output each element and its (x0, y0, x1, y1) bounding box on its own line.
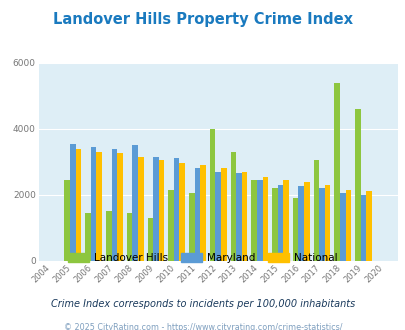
Bar (168, 190, 173, 261)
Bar (117, 153, 122, 261)
Bar (70, 144, 75, 261)
Bar (96, 152, 102, 261)
Text: Crime Index corresponds to incidents per 100,000 inhabitants: Crime Index corresponds to incidents per… (51, 299, 354, 309)
Bar (292, 198, 298, 261)
Bar (241, 172, 247, 261)
Bar (365, 191, 371, 261)
Bar (271, 188, 277, 261)
Bar (324, 185, 330, 261)
Bar (334, 82, 339, 261)
Bar (194, 168, 200, 261)
Bar (200, 165, 205, 261)
Bar (345, 190, 350, 261)
Bar (313, 160, 318, 261)
Bar (91, 147, 96, 261)
Bar (230, 152, 236, 261)
Bar (360, 195, 365, 261)
Bar (215, 172, 220, 261)
Bar (262, 177, 268, 261)
Bar (256, 180, 262, 261)
Bar (64, 180, 70, 261)
Bar (318, 188, 324, 261)
Bar (106, 211, 111, 261)
Legend: Landover Hills, Maryland, National: Landover Hills, Maryland, National (64, 248, 341, 267)
Bar (354, 109, 360, 261)
Bar (75, 148, 81, 261)
Bar (158, 160, 164, 261)
Bar (236, 173, 241, 261)
Bar (251, 180, 256, 261)
Bar (85, 213, 91, 261)
Bar (303, 182, 309, 261)
Bar (138, 157, 143, 261)
Bar (277, 185, 283, 261)
Bar (111, 148, 117, 261)
Bar (209, 129, 215, 261)
Bar (298, 186, 303, 261)
Text: © 2025 CityRating.com - https://www.cityrating.com/crime-statistics/: © 2025 CityRating.com - https://www.city… (64, 323, 341, 330)
Bar (189, 193, 194, 261)
Bar (147, 218, 153, 261)
Text: Landover Hills Property Crime Index: Landover Hills Property Crime Index (53, 12, 352, 26)
Bar (179, 163, 185, 261)
Bar (220, 168, 226, 261)
Bar (126, 213, 132, 261)
Bar (339, 193, 345, 261)
Bar (153, 157, 158, 261)
Bar (173, 158, 179, 261)
Bar (283, 180, 288, 261)
Bar (132, 145, 138, 261)
